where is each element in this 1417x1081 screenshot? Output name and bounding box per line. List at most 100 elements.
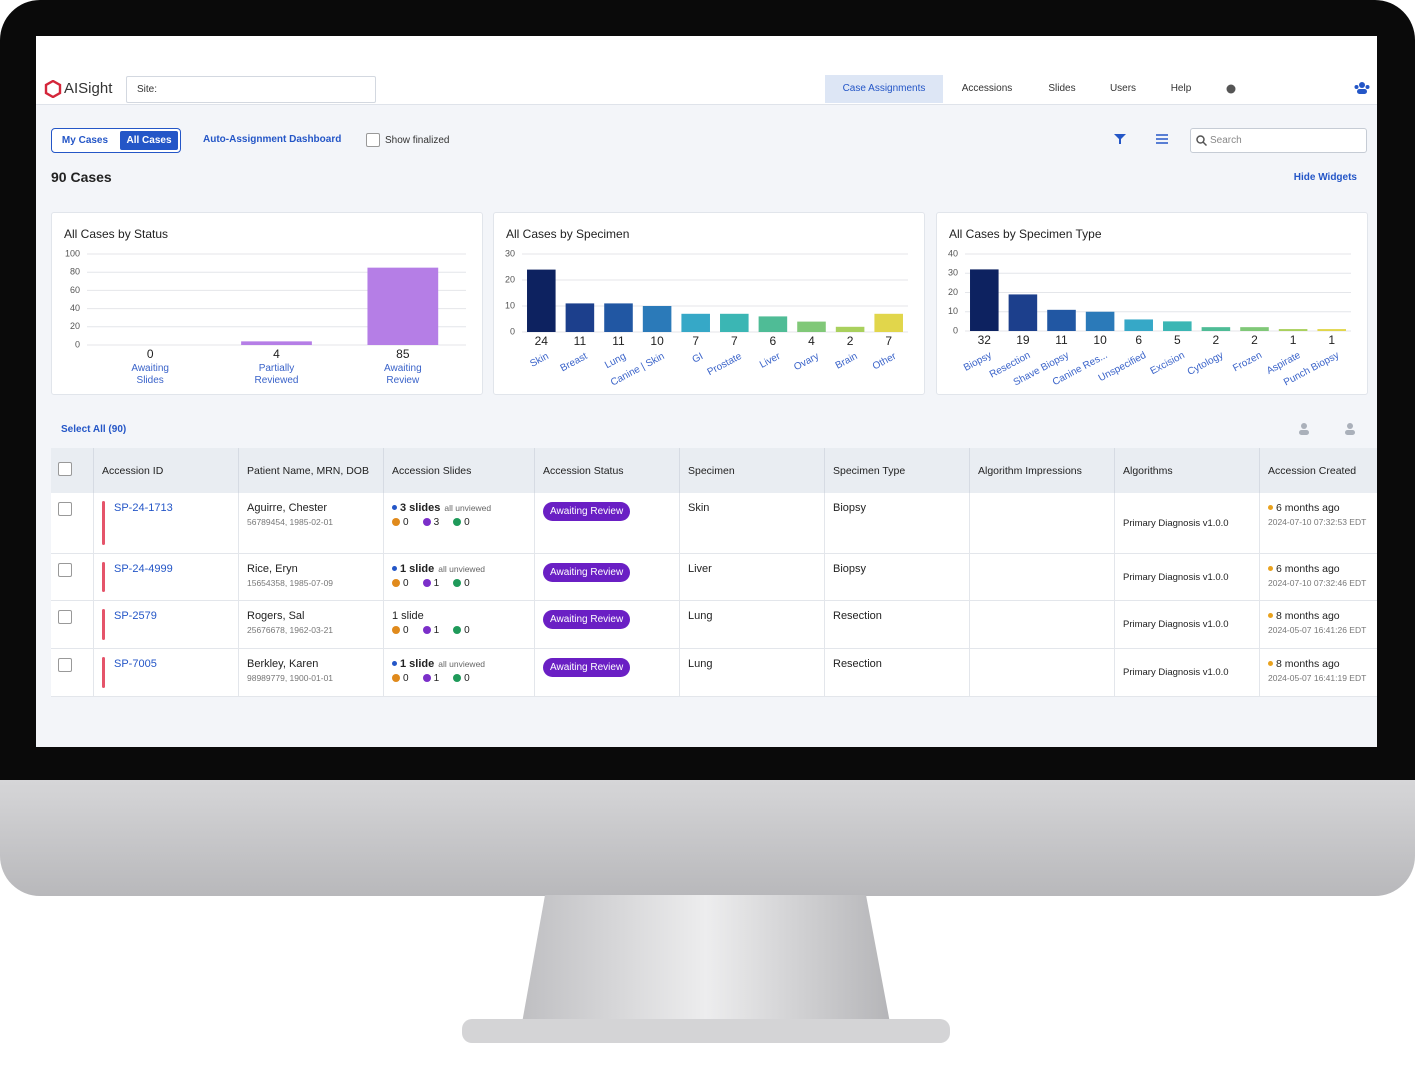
category-label: Other — [871, 351, 899, 373]
accession-link[interactable]: SP-24-4999 — [114, 562, 173, 575]
cell: Skin — [679, 493, 825, 554]
cell: Rogers, Sal 25676678, 1962-03-21 — [238, 600, 384, 649]
site-select[interactable]: Site: — [126, 76, 376, 103]
column-header: Specimen — [679, 448, 825, 493]
search-box[interactable]: Search — [1190, 128, 1367, 153]
cell — [51, 648, 94, 697]
select-all-checkbox[interactable] — [58, 462, 72, 476]
bar — [1047, 309, 1076, 331]
bar — [1317, 329, 1346, 331]
priority-bar — [102, 608, 105, 640]
cell: 1 slide 0 1 0 — [383, 600, 535, 649]
filter-icon[interactable] — [1114, 133, 1126, 145]
hide-widgets-link[interactable]: Hide Widgets — [1293, 172, 1357, 183]
accession-link[interactable]: SP-2579 — [114, 609, 157, 622]
bar — [642, 306, 672, 332]
cell: 1 slide all unviewed 0 1 0 — [383, 648, 535, 697]
slide-counts: 0 1 0 — [392, 578, 526, 589]
count-icon — [453, 578, 462, 587]
chart-widget: All Cases by Specimen Type 0 10 20 30 40 32 Bio… — [936, 212, 1368, 395]
category-label: Ovary — [792, 351, 821, 373]
value-label: 11 — [574, 334, 587, 348]
chart-widget: All Cases by Status 0 20 40 60 80 100 0 4 85 Await… — [51, 212, 483, 395]
category-label: Awaiting Slides — [131, 363, 169, 386]
value-label: 19 — [1016, 333, 1030, 347]
status-pill: Awaiting Review — [543, 609, 631, 629]
cell: SP-7005 — [93, 648, 239, 697]
count-icon — [422, 518, 431, 526]
nav-tab[interactable]: Slides — [1048, 83, 1076, 94]
y-tick-label: 80 — [70, 267, 80, 277]
row-checkbox[interactable] — [58, 657, 72, 672]
count-icon — [422, 673, 431, 682]
count-icon — [422, 578, 431, 587]
cell: Lung — [679, 600, 825, 649]
value-label: 1 — [1290, 333, 1297, 347]
column-header: Accession Slides — [383, 448, 535, 493]
chart-title: All Cases by Status — [64, 227, 169, 241]
cell — [969, 553, 1115, 601]
slides-line: 1 slide — [392, 610, 526, 622]
accession-link[interactable]: SP-24-1713 — [114, 502, 173, 514]
value-label: 2 — [1251, 333, 1258, 347]
unassign-icon[interactable] — [1342, 422, 1358, 436]
count-value: 0 — [403, 577, 409, 589]
value-label: 7 — [692, 334, 699, 348]
cell: 3 slides all unviewed 0 3 0 — [383, 493, 535, 554]
category-label: Prostate — [706, 351, 744, 378]
cell: 1 slide all unviewed 0 1 0 — [383, 553, 535, 601]
nav-tab[interactable]: Help — [1170, 83, 1192, 94]
select-all-link[interactable]: Select All (90) — [61, 424, 127, 435]
row-checkbox[interactable] — [58, 609, 72, 624]
y-tick-label: 20 — [70, 321, 80, 331]
column-header: Specimen Type — [824, 448, 970, 493]
y-tick-label: 100 — [65, 248, 80, 258]
settings-icon[interactable] — [1156, 133, 1168, 145]
stand-base — [462, 1019, 950, 1043]
patient-details: 15654358, 1985-07-09 — [247, 577, 334, 588]
nav-tab-active[interactable]: Case Assignments — [825, 75, 943, 103]
count-icon — [422, 625, 431, 634]
my-cases-button[interactable]: My Cases — [61, 135, 109, 146]
case-row: SP-24-4999 Rice, Eryn 15654358, 1985-07-09… — [51, 553, 1377, 601]
nav-tab[interactable]: Users — [1109, 83, 1137, 94]
y-tick-label: 20 — [948, 287, 958, 297]
algorithm: Primary Diagnosis v1.0.0 — [1123, 517, 1229, 529]
priority-bar — [102, 561, 105, 592]
row-checkbox[interactable] — [58, 562, 72, 577]
accession-link[interactable]: SP-7005 — [114, 657, 157, 670]
value-label: 32 — [978, 333, 992, 347]
cell: Primary Diagnosis v1.0.0 — [1114, 648, 1260, 697]
case-count: 90 Cases — [51, 169, 112, 185]
value-label: 0 — [147, 347, 154, 361]
created-ago: 6 months ago — [1276, 562, 1340, 575]
bar — [1278, 329, 1308, 331]
count-value: 0 — [464, 517, 470, 528]
count-value: 0 — [464, 624, 470, 636]
value-label: 11 — [1055, 333, 1068, 347]
logo-icon — [44, 80, 62, 98]
status-pill: Awaiting Review — [543, 502, 631, 521]
y-tick-label: 60 — [70, 285, 80, 295]
info-icon[interactable] — [1226, 84, 1236, 94]
category-label: Lung — [603, 351, 628, 371]
count-value: 0 — [403, 672, 409, 684]
category-label: Skin — [528, 351, 550, 370]
all-cases-button[interactable]: All Cases — [120, 131, 178, 150]
patient-name: Rogers, Sal — [247, 609, 305, 622]
value-label: 5 — [1174, 333, 1181, 347]
finalized-checkbox[interactable] — [366, 133, 380, 147]
patient-name: Aguirre, Chester — [247, 502, 328, 514]
category-label: Breast — [559, 351, 590, 374]
bar — [604, 303, 633, 332]
cell — [51, 553, 94, 601]
chart-widget: All Cases by Specimen 0 10 20 30 24 Skin 11 Brea… — [493, 212, 925, 395]
created-line: 6 months ago — [1268, 563, 1377, 575]
cell: SP-24-4999 — [93, 553, 239, 601]
nav-tab[interactable]: Accessions — [961, 83, 1013, 94]
row-checkbox[interactable] — [58, 502, 72, 516]
assign-icon[interactable] — [1298, 422, 1314, 436]
dashboard-link[interactable]: Auto-Assignment Dashboard — [203, 134, 342, 145]
users-icon[interactable] — [1354, 82, 1370, 94]
slides-count: 3 slides — [400, 502, 441, 514]
